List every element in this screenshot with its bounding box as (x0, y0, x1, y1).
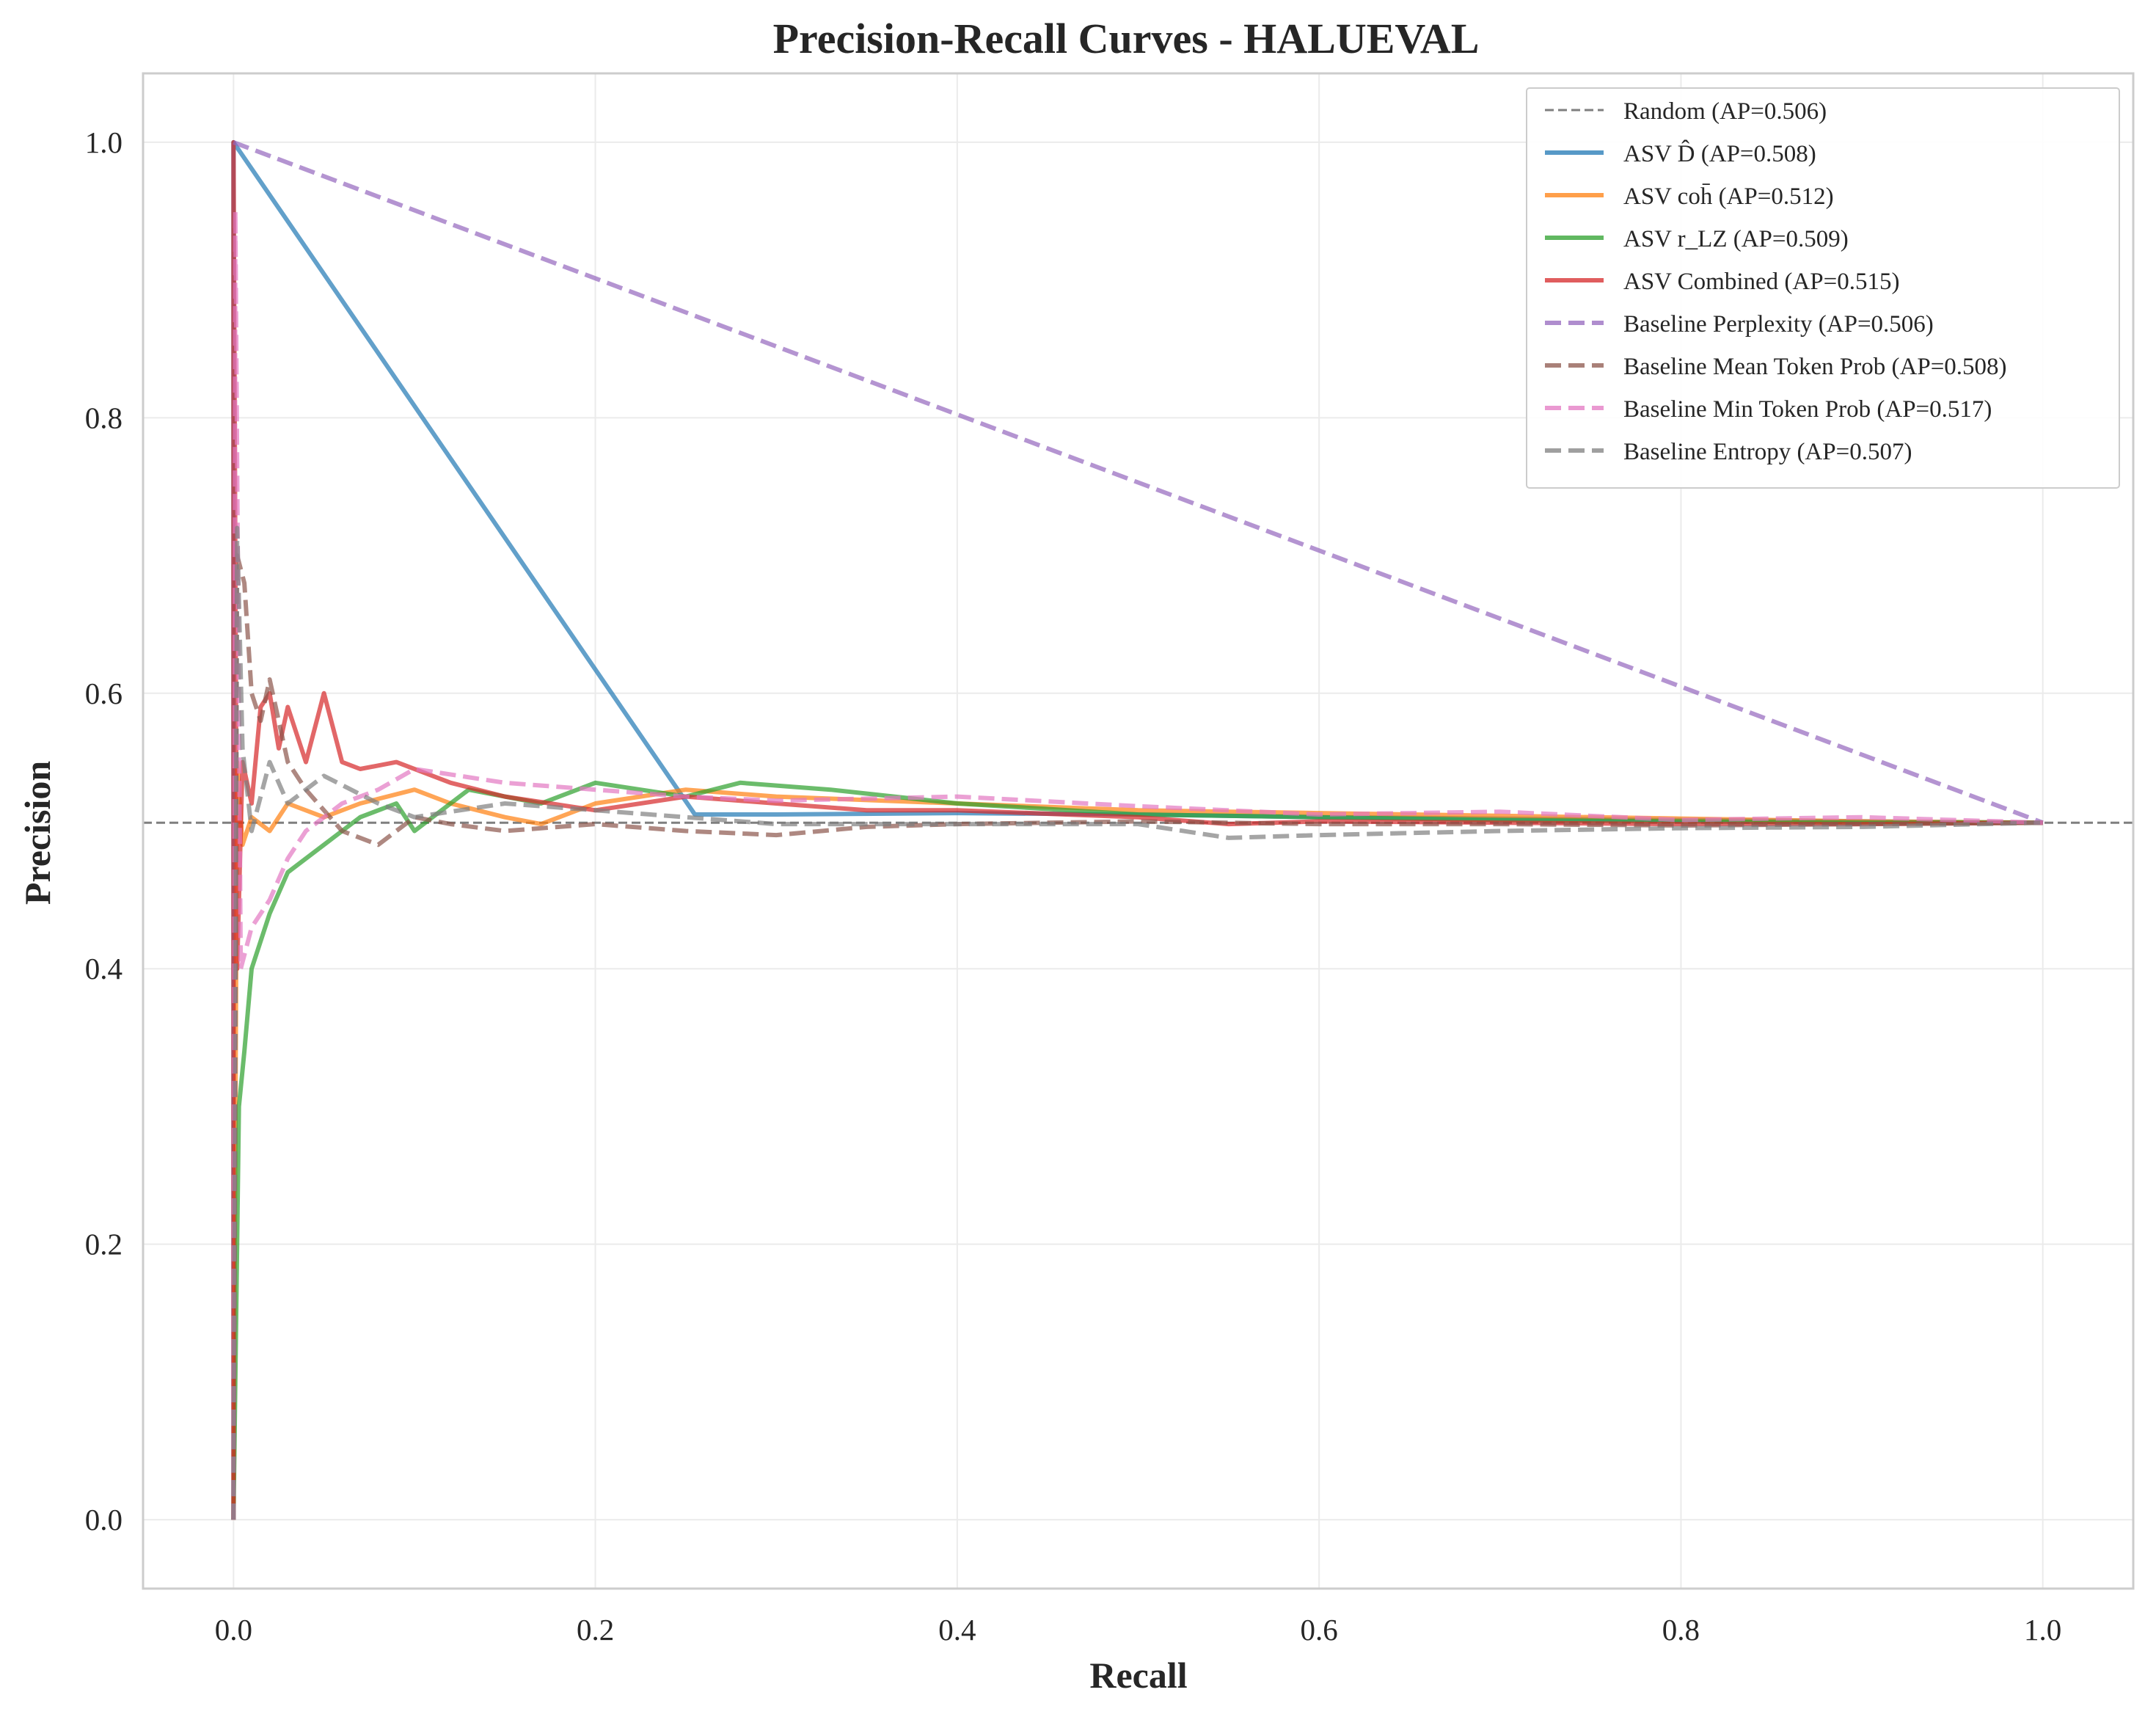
legend-label: ASV coh̄ (AP=0.512) (1623, 183, 1834, 210)
legend-label: ASV Combined (AP=0.515) (1623, 269, 1899, 295)
x-tick-label: 0.6 (1301, 1613, 1338, 1647)
x-tick-label: 1.0 (2024, 1613, 2061, 1647)
y-ticks: 0.0 0.2 0.4 0.6 0.8 1.0 (85, 125, 123, 1536)
x-tick-label: 0.4 (938, 1613, 976, 1647)
legend-label: Random (AP=0.506) (1623, 98, 1827, 125)
series-line-6 (231, 208, 2043, 1520)
series-line-4 (233, 140, 2044, 825)
plot-frame (142, 72, 2135, 1590)
y-tick-label: 1.0 (85, 125, 123, 159)
y-axis-label: Precision (17, 761, 58, 905)
x-tick-label: 0.2 (577, 1613, 614, 1647)
legend-label: Baseline Entropy (AP=0.507) (1623, 439, 1912, 465)
legend-label: Baseline Perplexity (AP=0.506) (1623, 311, 1934, 338)
x-tick-label: 0.0 (215, 1613, 252, 1647)
y-tick-label: 0.8 (85, 401, 123, 434)
legend: Random (AP=0.506) ASV D̂ (AP=0.508) ASV co… (1526, 87, 2120, 489)
y-tick-label: 0.2 (85, 1228, 123, 1261)
y-tick-label: 0.6 (85, 677, 123, 710)
legend-label: ASV D̂ (AP=0.508) (1623, 139, 1816, 167)
x-tick-label: 0.8 (1662, 1613, 1700, 1647)
series-line-7 (231, 525, 2043, 1520)
legend-box (1526, 87, 2120, 489)
series-line-5 (231, 553, 2043, 1520)
chart-title: Precision-Recall Curves - HALUEVAL (773, 15, 1480, 62)
y-tick-label: 0.4 (85, 952, 123, 985)
series-lines (231, 139, 2044, 1520)
y-tick-label: 0.0 (85, 1503, 123, 1536)
legend-label: Baseline Mean Token Prob (AP=0.508) (1623, 354, 2007, 380)
legend-label: Baseline Min Token Prob (AP=0.517) (1623, 396, 1992, 423)
x-axis-label: Recall (1089, 1655, 1187, 1696)
x-ticks: 0.0 0.2 0.4 0.6 0.8 1.0 (215, 1613, 2062, 1647)
legend-label: ASV r_LZ (AP=0.509) (1623, 226, 1849, 252)
